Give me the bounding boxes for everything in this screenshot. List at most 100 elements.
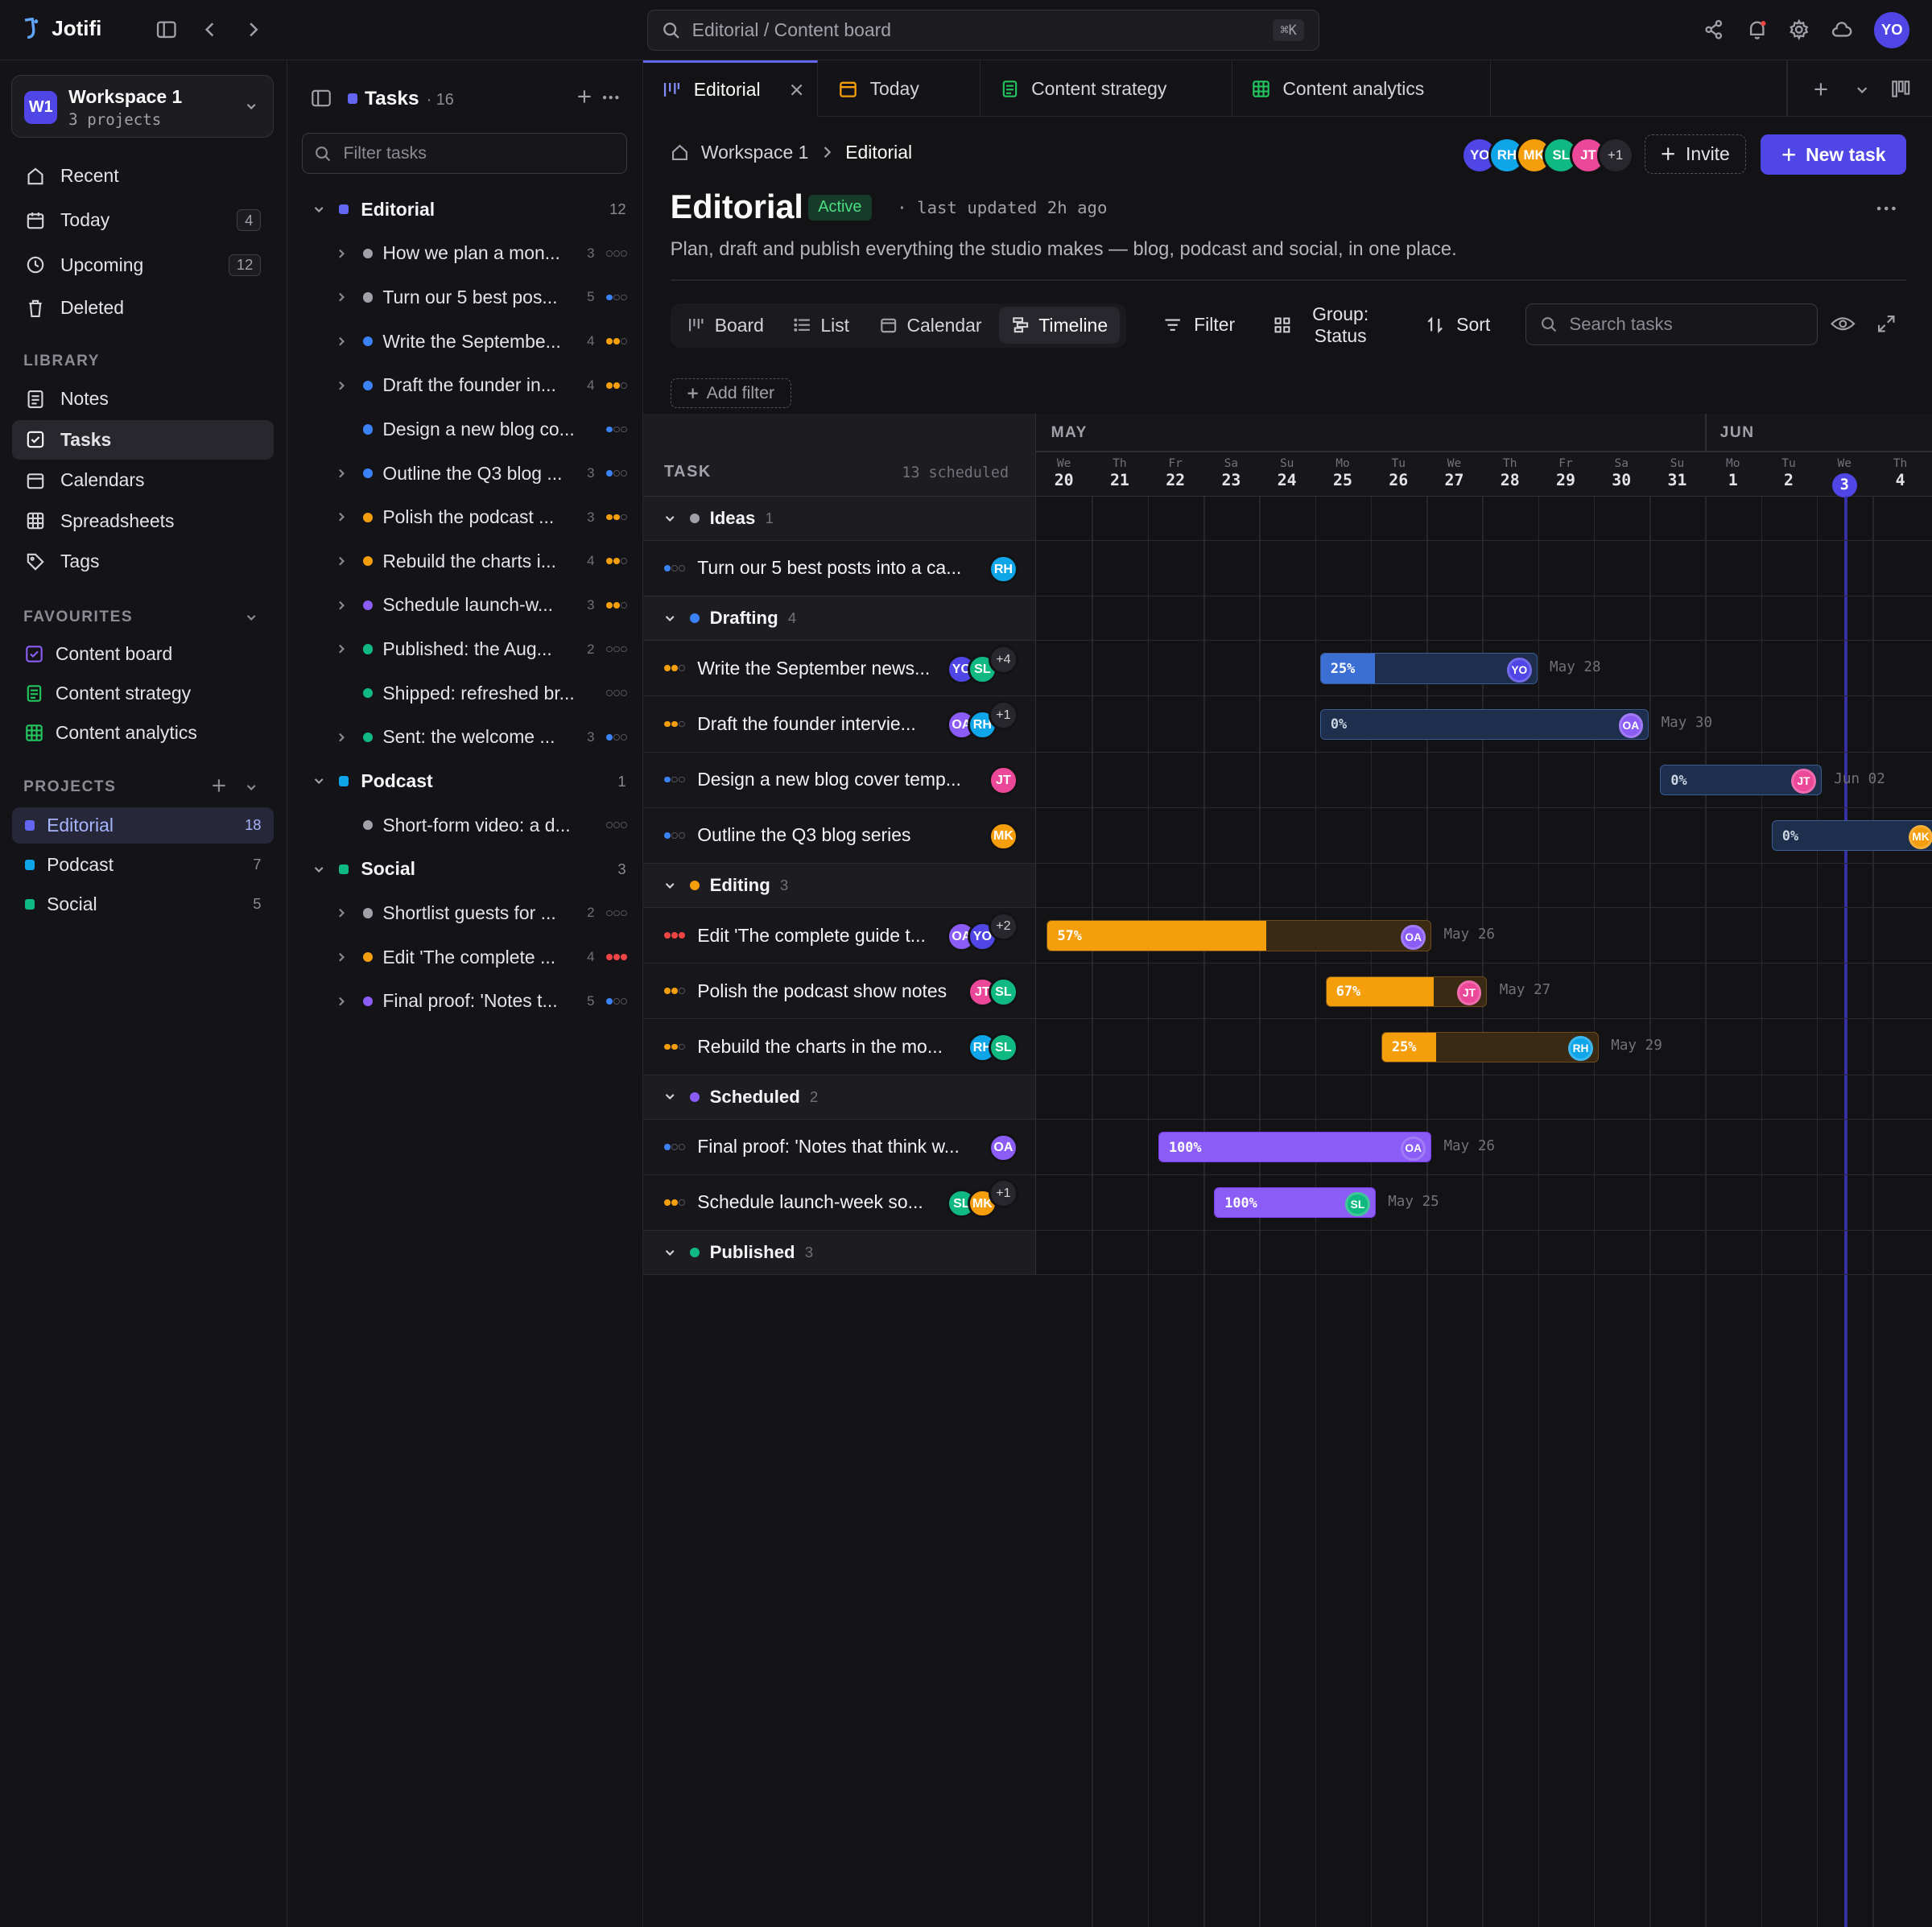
task-list-item[interactable]: Write the Septembe... 4 [334,323,628,360]
assignee-avatar[interactable]: MK [989,821,1018,852]
chevron-right-icon[interactable] [334,598,353,613]
assignee-avatar[interactable]: OA [989,1133,1018,1163]
task-list-item[interactable]: Polish the podcast ... 3 [334,499,628,536]
task-bar[interactable]: 25% RH [1381,1031,1599,1063]
chevron-right-icon[interactable] [334,334,353,349]
chevron-right-icon[interactable] [334,906,353,920]
assignee-avatar[interactable]: SL [947,1188,976,1219]
chevron-down-icon[interactable] [663,1089,677,1104]
favourite-content-strategy[interactable]: Content strategy [12,675,273,712]
library-spreadsheets[interactable]: Spreadsheets [12,501,273,541]
timeline-task-row[interactable]: Outline the Q3 blog series MK 0% MK [642,807,1932,864]
eye-icon[interactable] [1831,314,1856,333]
task-bar[interactable]: 100% OA [1158,1131,1432,1163]
task-list-item[interactable]: How we plan a mon... 3 [334,235,628,272]
chevron-right-icon[interactable] [334,730,353,745]
chevron-right-icon[interactable] [334,950,353,964]
back-icon[interactable] [200,19,220,41]
task-group-podcast[interactable]: Podcast 1 [312,763,626,800]
chevron-right-icon[interactable] [334,994,353,1009]
nav-today[interactable]: Today 4 [12,200,273,240]
nav-upcoming[interactable]: Upcoming 12 [12,246,273,285]
chevron-right-icon[interactable] [334,642,353,656]
view-board[interactable]: Board [675,307,776,344]
more-assignees-badge[interactable]: +2 [989,911,1018,942]
task-list-item[interactable]: Short-form video: a d... [334,807,628,844]
view-timeline[interactable]: Timeline [999,307,1121,344]
library-calendars[interactable]: Calendars [12,460,273,500]
task-bar[interactable]: 0% OA [1319,708,1649,740]
timeline-task-row[interactable]: Final proof: 'Notes that think w... OA 100… [642,1119,1932,1175]
timeline-task-row[interactable]: Turn our 5 best posts into a ca... RH [642,540,1932,597]
timeline-task-row[interactable]: Draft the founder intervie... OA RH +1 0% OA M… [642,696,1932,753]
chevron-right-icon[interactable] [334,378,353,393]
timeline-group-row[interactable]: Ideas 1 [642,496,1932,541]
project-social[interactable]: Social 5 [12,885,273,922]
chevron-right-icon[interactable] [334,290,353,304]
task-list-item[interactable]: Published: the Aug... 2 [334,631,628,668]
task-list-item[interactable]: Turn our 5 best pos... 5 [334,279,628,316]
chevron-down-icon[interactable] [244,780,258,794]
more-assignees-badge[interactable]: +1 [989,1178,1018,1209]
tab-editorial[interactable]: Editorial [642,60,819,118]
project-podcast[interactable]: Podcast 7 [12,847,273,884]
favourite-content-board[interactable]: Content board [12,636,273,673]
more-icon[interactable] [1876,206,1896,211]
expand-icon[interactable] [1876,314,1896,333]
task-bar[interactable]: 25% YO [1319,653,1538,684]
panel-toggle-icon[interactable] [311,88,332,109]
user-avatar[interactable]: YO [1874,12,1910,48]
invite-button[interactable]: Invite [1645,134,1746,174]
search-tasks-input[interactable]: Search tasks [1525,303,1818,345]
task-list-item[interactable]: Edit 'The complete ... 4 [334,939,628,976]
tab-content-strategy[interactable]: Content strategy [980,60,1232,118]
filter-tasks-input[interactable]: Filter tasks [301,133,628,174]
timeline-task-row[interactable]: Polish the podcast show notes JT SL 67% JT Ma… [642,964,1932,1020]
breadcrumb-workspace[interactable]: Workspace 1 [700,142,809,163]
chevron-down-icon[interactable] [244,610,258,625]
assignee-avatar[interactable]: RH [989,554,1018,584]
more-assignees-badge[interactable]: +4 [989,644,1018,675]
assignee-avatar[interactable]: SL [989,977,1018,1007]
timeline-group-row[interactable]: Drafting 4 [642,596,1932,642]
notifications-icon[interactable] [1746,19,1769,41]
assignee-avatar[interactable]: SL [989,1033,1018,1063]
add-filter-button[interactable]: Add filter [670,378,791,408]
workspace-switcher[interactable]: W1 Workspace 1 3 projects [10,75,274,138]
global-search[interactable]: Editorial / Content board ⌘K [646,10,1320,51]
sidebar-toggle-icon[interactable] [155,19,178,41]
chevron-down-icon[interactable] [663,1245,677,1260]
tab-today[interactable]: Today [819,60,981,118]
new-task-button[interactable]: New task [1761,134,1906,175]
task-list-item[interactable]: Rebuild the charts i... 4 [334,543,628,580]
task-list-item[interactable]: Final proof: 'Notes t... 5 [334,983,628,1020]
group-button[interactable]: Group: Status [1274,303,1368,348]
chevron-right-icon[interactable] [334,510,353,524]
chevron-down-icon[interactable] [663,878,677,893]
task-bar[interactable]: 100% SL [1214,1187,1376,1219]
chevron-right-icon[interactable] [334,466,353,481]
timeline-task-row[interactable]: Rebuild the charts in the mo... RH SL 25% RH… [642,1019,1932,1075]
nav-deleted[interactable]: Deleted [12,288,273,328]
timeline-group-row[interactable]: Published 3 [642,1231,1932,1276]
task-list-item[interactable]: Sent: the welcome ... 3 [334,719,628,756]
new-tab-icon[interactable] [1813,81,1829,97]
home-icon[interactable] [671,143,689,162]
library-tags[interactable]: Tags [12,542,273,581]
task-bar[interactable]: 67% JT [1325,976,1488,1007]
filter-button[interactable]: Filter [1164,314,1235,336]
timeline-group-row[interactable]: Editing 3 [642,863,1932,909]
tab-content-analytics[interactable]: Content analytics [1232,60,1492,118]
cloud-sync-icon[interactable] [1831,19,1853,41]
more-icon[interactable] [602,95,619,100]
view-list[interactable]: List [781,307,861,344]
task-list-item[interactable]: Shortlist guests for ... 2 [334,895,628,932]
settings-gear-icon[interactable] [1788,19,1810,41]
task-list-item[interactable]: Design a new blog co... [334,411,628,448]
brand[interactable]: Jotifi [23,16,101,41]
sort-button[interactable]: Sort [1426,314,1490,336]
task-bar[interactable]: 0% JT [1660,764,1822,796]
task-group-editorial[interactable]: Editorial 12 [312,191,626,228]
forward-icon[interactable] [243,19,262,41]
timeline-task-row[interactable]: Schedule launch-week so... SL MK +1 100% SL Ma… [642,1174,1932,1232]
